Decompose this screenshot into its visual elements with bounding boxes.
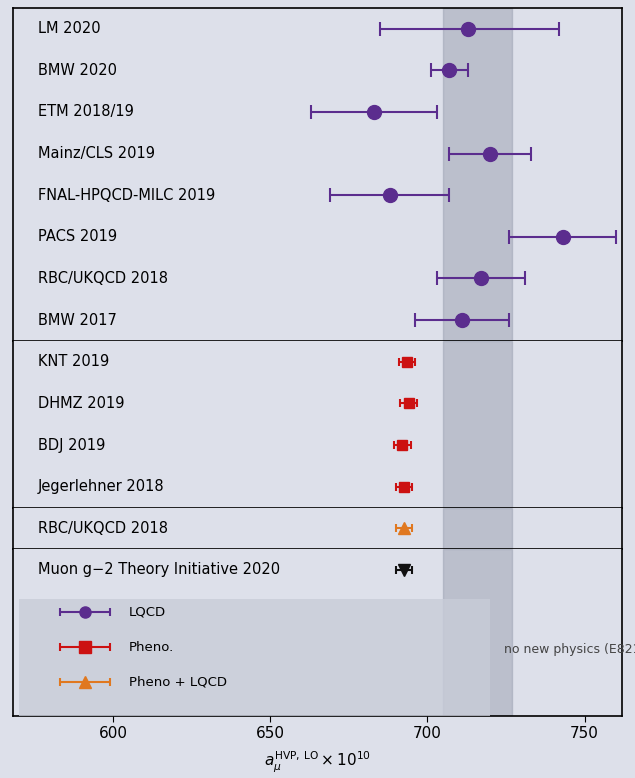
Text: Jegerlehner 2018: Jegerlehner 2018	[38, 479, 164, 494]
Text: BMW 2020: BMW 2020	[38, 63, 117, 78]
Text: BMW 2017: BMW 2017	[38, 313, 117, 328]
Text: PACS 2019: PACS 2019	[38, 230, 117, 244]
Text: no new physics (E821 + E989): no new physics (E821 + E989)	[504, 643, 635, 656]
Text: DHMZ 2019: DHMZ 2019	[38, 396, 124, 411]
Text: ETM 2018/19: ETM 2018/19	[38, 104, 134, 119]
Text: LQCD: LQCD	[129, 605, 166, 619]
Text: Pheno.: Pheno.	[129, 640, 174, 654]
Text: RBC/UKQCD 2018: RBC/UKQCD 2018	[38, 520, 168, 536]
Text: FNAL-HPQCD-MILC 2019: FNAL-HPQCD-MILC 2019	[38, 187, 215, 203]
Text: RBC/UKQCD 2018: RBC/UKQCD 2018	[38, 271, 168, 286]
Text: Mainz/CLS 2019: Mainz/CLS 2019	[38, 146, 155, 161]
Bar	[443, 507, 512, 549]
Bar	[443, 549, 512, 716]
Text: KNT 2019: KNT 2019	[38, 354, 109, 370]
Bar	[443, 341, 512, 507]
Bar	[443, 8, 512, 341]
Text: Pheno + LQCD: Pheno + LQCD	[129, 676, 227, 689]
Text: Muon g−2 Theory Initiative 2020: Muon g−2 Theory Initiative 2020	[38, 562, 280, 577]
FancyBboxPatch shape	[19, 599, 490, 722]
X-axis label: $a_{\mu}^{\mathrm{HVP,\,LO}}\times10^{10}$: $a_{\mu}^{\mathrm{HVP,\,LO}}\times10^{10…	[264, 749, 371, 775]
Text: BDJ 2019: BDJ 2019	[38, 437, 105, 453]
Text: LM 2020: LM 2020	[38, 21, 100, 36]
